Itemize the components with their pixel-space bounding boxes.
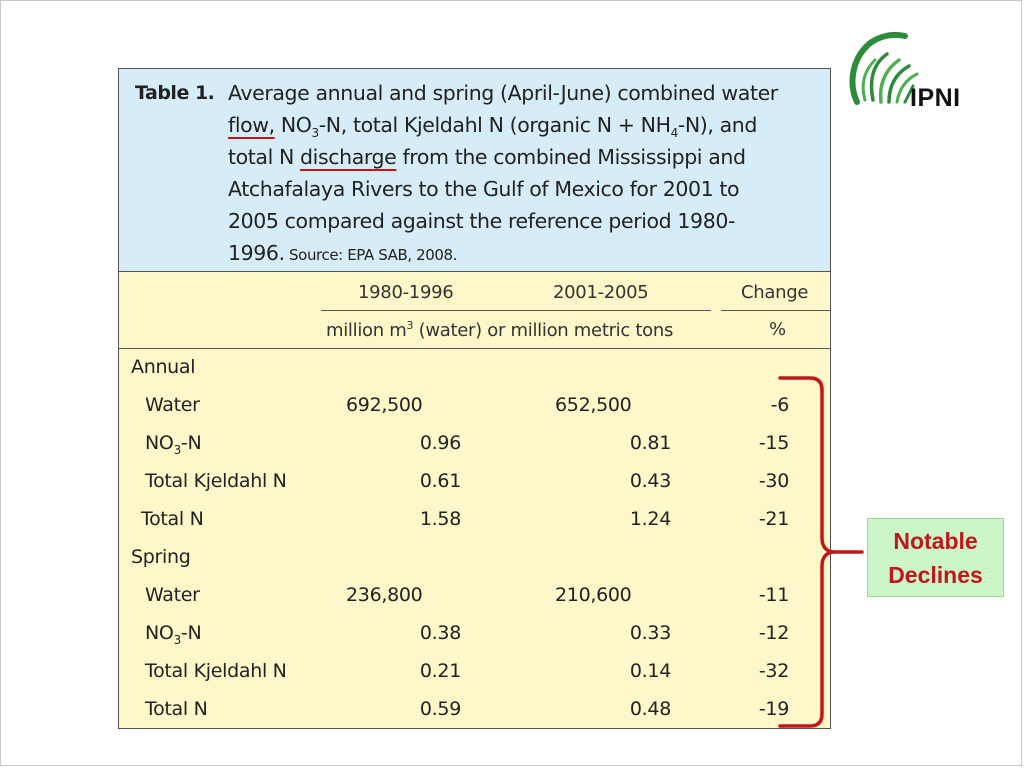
- header-rule-change: [721, 310, 830, 311]
- underlined-discharge: discharge: [300, 145, 397, 169]
- section-annual: Annual: [131, 356, 196, 378]
- notable-declines-callout: Notable Declines: [867, 518, 1004, 597]
- right-curly-bracket-icon: [778, 376, 864, 728]
- table-caption: Table 1. Average annual and spring (Apri…: [119, 69, 830, 272]
- table-label: Table 1.: [135, 82, 215, 104]
- caption-line-4: Atchafalaya Rivers to the Gulf of Mexico…: [228, 177, 740, 201]
- caption-line-1: Average annual and spring (April-June) c…: [228, 81, 778, 105]
- header-rule-values: [321, 310, 711, 311]
- caption-source: Source: EPA SAB, 2008.: [284, 246, 458, 264]
- callout-line-2: Declines: [888, 561, 983, 588]
- caption-line-6: 1996. Source: EPA SAB, 2008.: [228, 241, 458, 265]
- table-body: 1980-1996 2001-2005 Change million m3 (w…: [119, 272, 830, 728]
- ipni-grass-logo-icon: [849, 31, 919, 105]
- col-header-change: Change: [741, 282, 809, 303]
- callout-line-1: Notable: [893, 527, 978, 554]
- data-table: Table 1. Average annual and spring (Apri…: [118, 68, 831, 729]
- col-header-2001-2005: 2001-2005: [553, 282, 649, 303]
- caption-line-3: total N discharge from the combined Miss…: [228, 145, 746, 169]
- caption-text: Average annual and spring (April-June) c…: [228, 77, 828, 271]
- caption-line-2: flow, NO3-N, total Kjeldahl N (organic N…: [228, 113, 757, 141]
- col-header-1980-1996: 1980-1996: [358, 282, 454, 303]
- units-percent: %: [769, 319, 786, 340]
- caption-line-5: 2005 compared against the reference peri…: [228, 209, 735, 233]
- header-bottom-rule: [119, 348, 830, 349]
- units-header: million m3 (water) or million metric ton…: [326, 319, 674, 341]
- underlined-flow: flow,: [228, 113, 275, 137]
- logo-text: IPNI: [910, 84, 961, 112]
- section-spring: Spring: [131, 546, 191, 568]
